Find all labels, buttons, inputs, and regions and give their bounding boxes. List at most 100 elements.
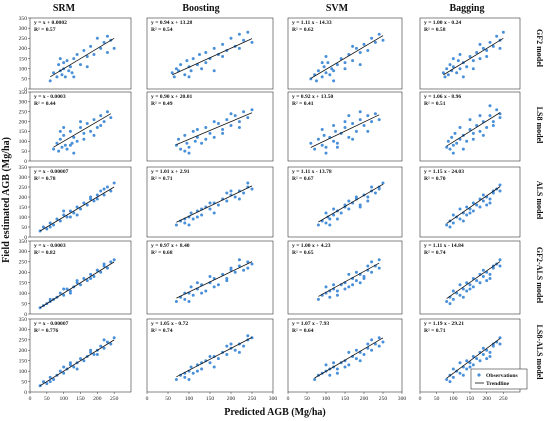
observation-point [335,145,339,149]
observation-point [89,277,93,281]
observation-point [58,219,62,223]
y-tick-label: 200 [19,46,28,52]
observation-point [354,129,358,133]
observation-point [370,120,374,124]
observation-point [475,203,479,207]
observation-point [85,203,89,207]
trendline [446,261,501,299]
observation-point [488,350,492,354]
observation-point [465,65,469,69]
observation-point [183,149,187,153]
observation-point [170,71,174,75]
observation-point [204,50,208,54]
observation-point [381,181,385,185]
observation-point [478,114,482,118]
observation-point [183,133,187,137]
trendline [49,37,115,78]
observation-point [316,137,320,141]
observation-point [451,367,455,371]
observation-point [89,44,93,48]
observation-point [62,61,66,65]
observation-point [441,71,445,75]
observation-point [451,221,455,225]
x-tick-label: 150 [466,396,475,402]
observation-point [343,365,347,369]
observation-point [456,59,460,63]
observation-point [48,380,52,384]
r-squared-label: R² = 0.51 [424,101,446,107]
x-tick-label: 50 [44,396,50,402]
observation-point [373,191,377,195]
y-tick-label: 200 [19,348,28,354]
observation-point [488,355,492,359]
observation-point [109,116,113,120]
observation-point [485,203,489,207]
y-tick-label: 250 [19,338,28,344]
observation-point [458,125,462,129]
observation-point [246,30,250,34]
equation-label: y = x - 0.00007 [34,321,69,327]
observation-point [481,352,485,356]
observation-point [75,367,79,371]
observation-point [79,283,82,287]
observation-point [313,147,317,151]
legend-box [470,368,528,390]
observation-point [358,50,362,54]
observation-point [212,135,216,139]
observation-point [60,73,64,77]
legend: Observations Trendline [470,368,528,390]
observation-point [82,277,86,281]
observation-point [102,346,106,350]
observation-point [373,342,377,346]
observation-point [62,133,66,137]
observation-point [358,359,362,363]
r-squared-label: R² = 0.71 [424,328,446,334]
observation-point [82,137,86,141]
observation-point [112,181,116,185]
observation-point [63,143,67,147]
observation-point [458,217,462,221]
observation-point [324,221,328,225]
observation-point [465,205,469,209]
observation-point [177,137,180,141]
y-axis-label: Field estimated AGB (Mg/ha) [1,137,12,263]
observation-point [320,61,324,65]
observation-point [99,46,103,50]
r-squared-label: R² = 0.58 [424,27,446,33]
observation-point [187,75,191,79]
y-tick-label: 150 [19,129,28,135]
observation-point [70,71,74,75]
observation-point [448,302,452,306]
trendline [39,186,115,232]
observation-point [370,270,374,274]
equation-label: y = 0.94 x + 13.28 [151,20,193,26]
observation-point [366,48,370,52]
observation-point [448,63,452,67]
y-tick-label: 300 [19,249,28,255]
y-tick-label: 0 [24,235,27,241]
observation-point [335,367,339,371]
observation-point [498,189,502,193]
observation-point [79,207,82,211]
observation-point [102,120,106,124]
observation-point [366,195,370,199]
observation-point [82,48,86,52]
observation-point [99,189,103,193]
observation-point [354,46,358,50]
y-tick-label: 50 [21,301,27,307]
observation-point [468,365,472,369]
observation-point [79,63,82,67]
observation-point [225,118,229,122]
observation-point [468,287,472,291]
row-title-ls8-als: LS8-ALS model [535,325,544,381]
equation-label: y = 1.05 x - 0.72 [151,321,188,327]
observation-point [55,141,59,145]
observation-point [481,274,485,278]
observation-point [204,125,208,129]
observation-point [52,223,56,227]
observation-point [381,340,385,344]
